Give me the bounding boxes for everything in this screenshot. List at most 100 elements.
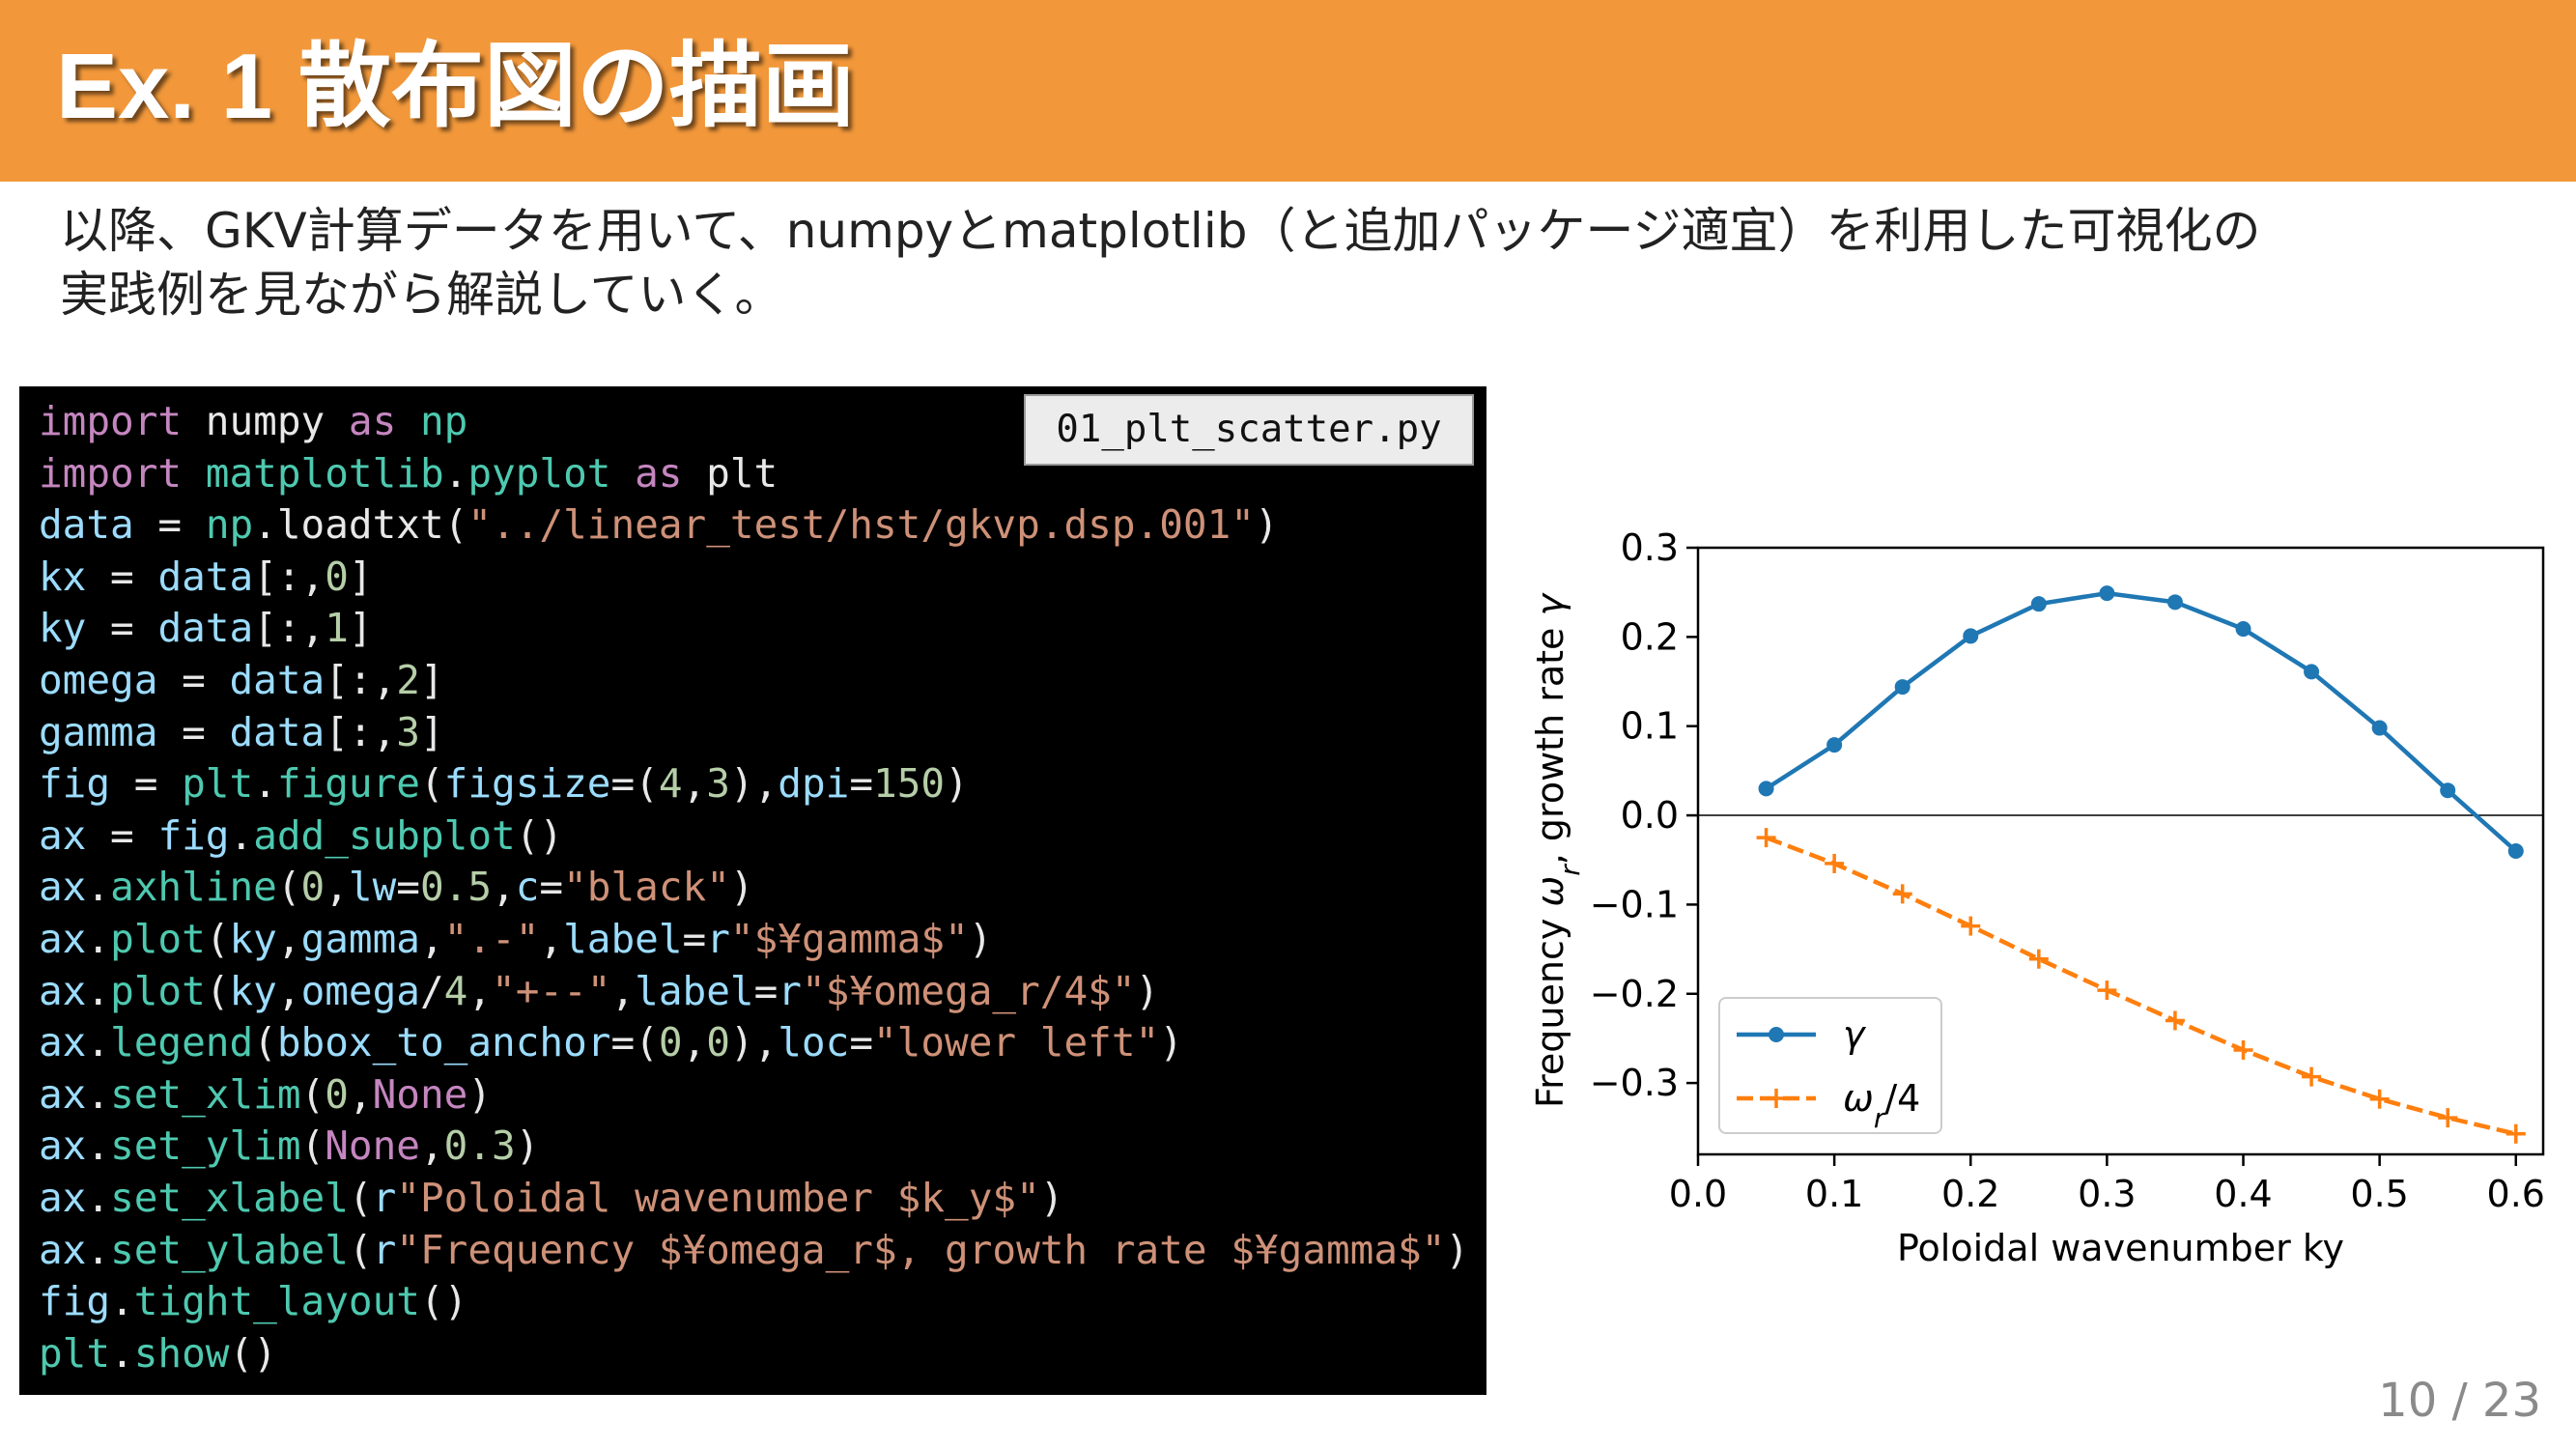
code-line: ax.set_xlim(0,None)	[39, 1069, 1469, 1122]
x-axis-label: Poloidal wavenumber ky	[1897, 1227, 2344, 1269]
code-token: gamma	[39, 708, 158, 755]
code-line: ax.set_xlabel(r"Poloidal wavenumber $k_y…	[39, 1173, 1469, 1225]
code-token: kx	[39, 553, 87, 600]
label-part: Frequency	[1529, 907, 1571, 1108]
code-token: data	[229, 708, 326, 755]
code-token: ax	[39, 1122, 87, 1170]
label-part: γ	[1843, 1013, 1867, 1056]
code-token: 4	[443, 967, 468, 1014]
code-line: ax.axhline(0,lw=0.5,c="black")	[39, 862, 1469, 914]
code-token: 2	[396, 656, 420, 703]
title-bar: Ex. 1 散布図の描画	[0, 0, 2576, 182]
code-token: =	[849, 760, 874, 808]
code-token: =	[86, 605, 158, 652]
code-token: 1	[325, 605, 349, 652]
data-point	[2099, 585, 2115, 602]
code-token: loc	[778, 1019, 850, 1066]
code-token: ()	[419, 1278, 468, 1325]
scatter-chart: 0.0 0.1 0.2 0.3 0.4 0.5 0.6 0.3 0.2 0.1 0.0 −0.1 −0.…	[1529, 526, 2545, 1269]
data-point	[2097, 980, 2117, 1001]
code-token: ax	[39, 1226, 87, 1273]
label-part: ω	[1529, 876, 1571, 907]
code-token: ()	[229, 1329, 277, 1377]
code-token: ),	[729, 760, 778, 808]
code-token: omega	[300, 967, 420, 1014]
series-line-0	[1765, 590, 2518, 853]
code-line: gamma = data[:,3]	[39, 707, 1469, 759]
intro-line-2: 実践例を見ながら解説していく。	[60, 267, 783, 323]
code-token: "Frequency $¥omega_r$, growth rate $¥gam…	[396, 1226, 1446, 1273]
code-token: =	[849, 1019, 873, 1066]
code-token: plt	[39, 1329, 111, 1377]
code-token: 3	[396, 708, 420, 755]
label-part: γ	[1529, 592, 1571, 616]
code-token: [:,	[325, 708, 397, 755]
code-token: 0	[325, 553, 349, 600]
code-token: "Poloidal wavenumber $k_y$"	[396, 1174, 1040, 1221]
code-token: .	[110, 1329, 134, 1377]
code-token: ,	[419, 915, 444, 962]
code-token: ax	[39, 915, 87, 962]
code-token: .	[86, 864, 111, 911]
code-token: data	[157, 553, 254, 600]
code-token: plt	[682, 449, 778, 497]
y-axis-label: Frequency ωr, growth rate γ	[1529, 592, 1586, 1108]
code-token: .	[86, 915, 111, 962]
code-line: ax.set_ylim(None,0.3)	[39, 1121, 1469, 1173]
code-token: [:,	[253, 553, 326, 600]
code-token: (	[205, 915, 230, 962]
code-token: 0.5	[419, 864, 493, 911]
code-block: import numpy as np import matplotlib.pypl…	[39, 396, 1469, 1379]
code-line: fig.tight_layout()	[39, 1276, 1469, 1328]
data-point	[1963, 628, 1979, 644]
code-token: ()	[515, 811, 564, 859]
code-token: 3	[706, 760, 730, 808]
code-token: )	[467, 1070, 493, 1118]
data-point	[1961, 916, 1981, 936]
code-token: axhline	[110, 864, 277, 911]
label-part: /4	[1884, 1077, 1920, 1120]
code-token: =(	[610, 760, 659, 808]
code-token: ,	[682, 760, 707, 808]
data-point	[2371, 720, 2388, 736]
code-token: bbox_to_anchor	[276, 1019, 611, 1066]
code-token: "+--"	[492, 967, 611, 1014]
code-token: dpi	[778, 760, 850, 808]
code-token	[610, 450, 635, 497]
code-token: (	[276, 864, 301, 911]
data-point	[1892, 884, 1912, 904]
code-token: (	[348, 1174, 373, 1221]
code-token: data	[157, 605, 254, 652]
code-token: ,	[419, 1122, 444, 1170]
data-point	[2028, 949, 2049, 969]
y-tick-label: 0.1	[1621, 705, 1679, 748]
code-token: np	[205, 501, 254, 549]
code-token: r	[778, 967, 802, 1014]
data-point	[2440, 782, 2456, 799]
code-token: "lower left"	[873, 1019, 1160, 1066]
x-tick-label: 0.3	[2078, 1173, 2136, 1215]
x-tick-label: 0.5	[2350, 1173, 2408, 1215]
code-token: plot	[110, 967, 206, 1014]
code-token: )	[1135, 967, 1160, 1014]
x-tick-label: 0.2	[1941, 1173, 1999, 1215]
code-token: set_xlabel	[110, 1174, 349, 1221]
code-token: ,	[276, 967, 301, 1014]
data-point	[2438, 1108, 2458, 1128]
filename-label: 01_plt_scatter.py	[1024, 394, 1474, 466]
code-token	[396, 398, 420, 444]
code-token: (	[205, 967, 230, 1014]
code-token: ]	[348, 605, 373, 652]
code-token: (	[419, 760, 444, 808]
intro-text: 以降、GKV計算データを用いて、numpyとmatplotlib（と追加パッケー…	[60, 199, 2533, 327]
data-point	[1825, 853, 1845, 873]
label-part: Poloidal wavenumber k	[1897, 1227, 2324, 1269]
code-token: ,	[492, 864, 516, 911]
code-token: tight_layout	[133, 1278, 420, 1325]
data-point	[2304, 664, 2320, 680]
code-token: set_ylim	[110, 1122, 301, 1170]
code-token: ax	[39, 1174, 87, 1221]
y-tick-label: 0.3	[1621, 526, 1679, 569]
code-token: [:,	[325, 656, 397, 703]
code-token: )	[515, 1122, 540, 1170]
